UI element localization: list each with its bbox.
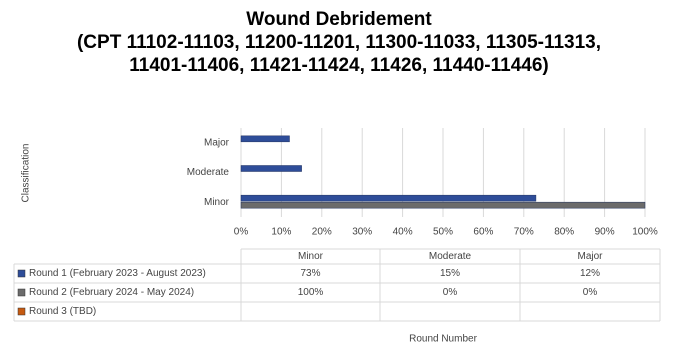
table-value: 12% (580, 268, 600, 279)
legend-key (17, 288, 26, 297)
table-value: 0% (443, 287, 458, 298)
y-tick-label: Minor (204, 197, 230, 208)
x-tick-label: 10% (271, 227, 291, 238)
x-tick-label: 20% (312, 227, 332, 238)
table-value: 73% (300, 268, 320, 279)
bar (240, 201, 646, 209)
bar (240, 135, 290, 143)
y-tick-label: Moderate (187, 167, 230, 178)
legend-key (17, 307, 26, 316)
x-tick-label: 100% (632, 227, 658, 238)
bar (240, 194, 537, 202)
x-tick-label: 30% (352, 227, 372, 238)
title-block: Wound Debridement (CPT 11102-11103, 1120… (0, 8, 678, 77)
table-value: 100% (298, 287, 324, 298)
y-axis-label: Classification (21, 144, 32, 203)
table-value: 0% (583, 287, 598, 298)
x-tick-label: 90% (595, 227, 615, 238)
x-tick-label: 70% (514, 227, 534, 238)
x-tick-label: 40% (393, 227, 413, 238)
chart-title: Wound Debridement (246, 9, 432, 30)
table-header: Major (577, 251, 603, 262)
x-tick-label: 0% (234, 227, 249, 238)
table-value: 15% (440, 268, 460, 279)
x-tick-label: 80% (554, 227, 574, 238)
legend-key (17, 269, 26, 278)
chart-subtitle: (CPT 11102-11103, 11200-11201, 11300-110… (76, 32, 602, 76)
x-tick-label: 50% (433, 227, 453, 238)
legend-label: Round 3 (TBD) (29, 306, 96, 317)
table-header: Moderate (429, 251, 472, 262)
legend-label: Round 1 (February 2023 - August 2023) (29, 268, 206, 279)
table-header: Minor (298, 251, 324, 262)
x-tick-label: 60% (473, 227, 493, 238)
legend-label: Round 2 (February 2024 - May 2024) (29, 287, 194, 298)
x-axis-label: Round Number (409, 334, 477, 345)
y-tick-label: Major (204, 137, 230, 148)
bar (240, 165, 302, 172)
